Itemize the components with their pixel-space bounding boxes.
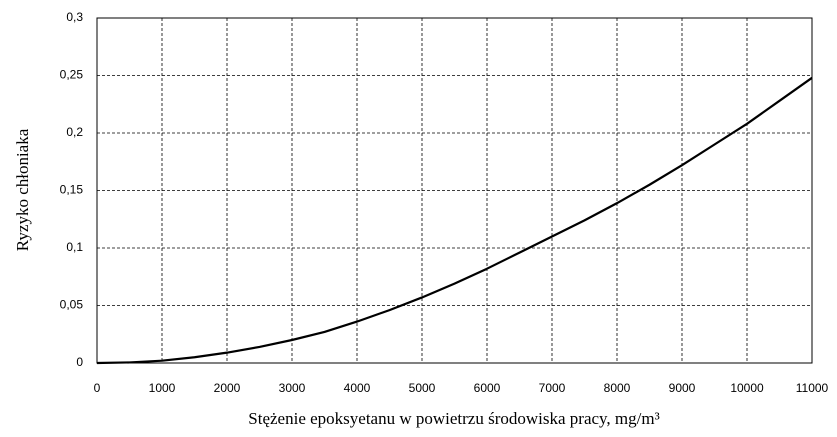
x-tick-label: 11000: [796, 381, 829, 395]
x-tick-label: 6000: [474, 381, 501, 395]
y-tick-label: 0,25: [60, 68, 84, 82]
x-tick-label: 9000: [669, 381, 696, 395]
y-axis-title: Ryzyko chłoniaka: [13, 128, 32, 251]
y-tick-label: 0,1: [66, 240, 83, 254]
y-tick-label: 0,15: [60, 183, 84, 197]
data-line: [96, 76, 813, 365]
x-tick-label: 3000: [279, 381, 306, 395]
x-tick-label: 0: [94, 381, 101, 395]
plot-frame: [96, 17, 813, 364]
x-axis-title: Stężenie epoksyetanu w powietrzu środowi…: [248, 409, 659, 428]
y-tick-label: 0,3: [66, 10, 83, 24]
x-tick-label: 10000: [730, 381, 764, 395]
x-tick-label: 2000: [214, 381, 241, 395]
x-tick-label: 4000: [344, 381, 371, 395]
x-tick-label: 7000: [539, 381, 566, 395]
x-tick-label: 1000: [149, 381, 176, 395]
x-tick-label: 8000: [604, 381, 631, 395]
y-tick-label: 0,05: [60, 298, 84, 312]
y-tick-label: 0,2: [66, 125, 83, 139]
y-tick-label: 0: [76, 355, 83, 369]
x-tick-label: 5000: [409, 381, 436, 395]
